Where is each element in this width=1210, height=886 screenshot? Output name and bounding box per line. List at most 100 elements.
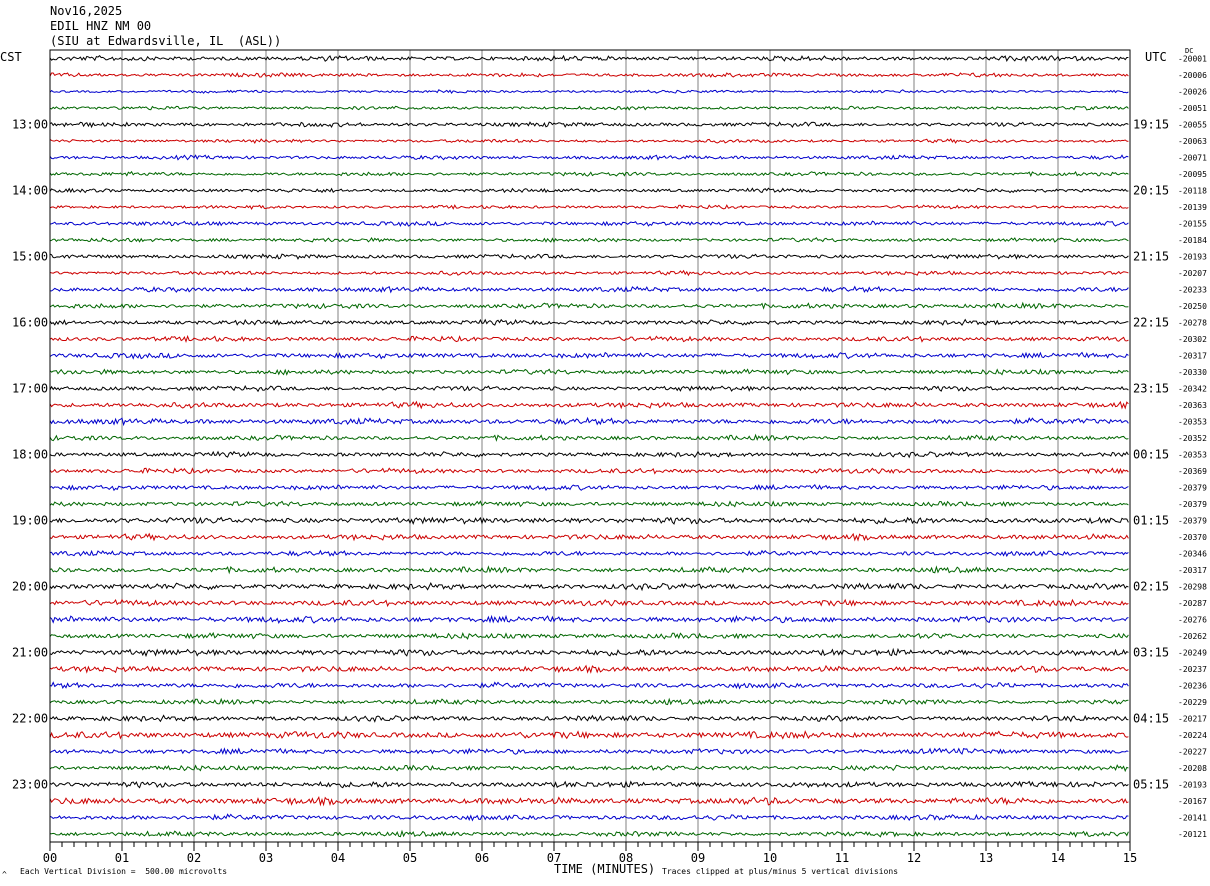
dc-offset-label: -20227 bbox=[1178, 748, 1207, 757]
trace-line bbox=[49, 301, 1129, 310]
dc-offset-label: -20006 bbox=[1178, 71, 1207, 80]
trace-line bbox=[49, 121, 1129, 129]
dc-column-label: DC bbox=[1185, 47, 1194, 55]
trace-line bbox=[49, 598, 1129, 608]
left-hour-label: 19:00 bbox=[12, 514, 48, 528]
trace-line bbox=[49, 400, 1129, 410]
x-tick-label: 11 bbox=[835, 851, 849, 865]
trace-line bbox=[49, 747, 1129, 755]
trace-line bbox=[49, 730, 1129, 740]
dc-offset-label: -20001 bbox=[1178, 55, 1207, 64]
trace-line bbox=[49, 714, 1129, 723]
dc-offset-label: -20353 bbox=[1178, 418, 1207, 427]
left-hour-label: 20:00 bbox=[12, 580, 48, 594]
x-tick-label: 07 bbox=[547, 851, 561, 865]
dc-offset-label: -20208 bbox=[1178, 764, 1207, 773]
corner-mark: ^ bbox=[2, 870, 7, 879]
x-tick-label: 06 bbox=[475, 851, 489, 865]
right-hour-label: 02:15 bbox=[1133, 580, 1169, 594]
trace-line bbox=[49, 664, 1129, 674]
dc-offset-label: -20095 bbox=[1178, 170, 1207, 179]
trace-line bbox=[49, 516, 1129, 525]
trace-line bbox=[49, 368, 1129, 376]
seismic-traces bbox=[49, 54, 1129, 838]
dc-offset-label: -20342 bbox=[1178, 385, 1207, 394]
station-channel: EDIL HNZ NM 00 bbox=[50, 19, 152, 33]
right-hour-label: 03:15 bbox=[1133, 646, 1169, 660]
right-hour-label: 22:15 bbox=[1133, 316, 1169, 330]
left-hour-label: 13:00 bbox=[12, 118, 48, 132]
dc-offset-label: -20276 bbox=[1178, 616, 1207, 625]
left-hour-label: 18:00 bbox=[12, 448, 48, 462]
dc-offset-label: -20217 bbox=[1178, 715, 1207, 724]
dc-offset-label: -20249 bbox=[1178, 649, 1207, 658]
trace-line bbox=[49, 351, 1129, 360]
trace-line bbox=[49, 500, 1129, 508]
trace-line bbox=[49, 764, 1129, 773]
trace-line bbox=[49, 631, 1129, 640]
dc-offset-label: -20193 bbox=[1178, 781, 1207, 790]
trace-line bbox=[49, 187, 1129, 194]
left-hour-label: 16:00 bbox=[12, 316, 48, 330]
left-hour-label: 21:00 bbox=[12, 646, 48, 660]
dc-offset-label: -20055 bbox=[1178, 121, 1207, 130]
trace-line bbox=[49, 614, 1129, 625]
x-tick-label: 14 bbox=[1051, 851, 1065, 865]
plot-frame bbox=[49, 49, 1131, 843]
trace-line bbox=[49, 253, 1129, 260]
trace-line bbox=[49, 681, 1129, 690]
dc-offset-label: -20193 bbox=[1178, 253, 1207, 262]
dc-offset-label: -20352 bbox=[1178, 434, 1207, 443]
left-timezone-label: CST bbox=[0, 50, 22, 64]
trace-line bbox=[49, 780, 1129, 789]
dc-offset-label: -20346 bbox=[1178, 550, 1207, 559]
dc-offset-label: -20302 bbox=[1178, 335, 1207, 344]
x-tick-label: 13 bbox=[979, 851, 993, 865]
trace-line bbox=[49, 170, 1129, 177]
dc-offset-label: -20237 bbox=[1178, 665, 1207, 674]
dc-offset-label: -20224 bbox=[1178, 731, 1207, 740]
right-hour-label: 05:15 bbox=[1133, 778, 1169, 792]
x-tick-label: 03 bbox=[259, 851, 273, 865]
trace-line bbox=[49, 416, 1129, 427]
x-tick-label: 00 bbox=[43, 851, 57, 865]
right-hour-label: 23:15 bbox=[1133, 382, 1169, 396]
dc-offset-label: -20379 bbox=[1178, 484, 1207, 493]
trace-line bbox=[49, 285, 1129, 294]
trace-line bbox=[49, 72, 1129, 78]
trace-line bbox=[49, 565, 1129, 575]
x-tick-label: 15 bbox=[1123, 851, 1137, 865]
right-hour-label: 20:15 bbox=[1133, 184, 1169, 198]
x-tick-label: 10 bbox=[763, 851, 777, 865]
trace-line bbox=[49, 829, 1129, 838]
vertical-division-note: Each Vertical Division = 500.00 microvol… bbox=[20, 867, 228, 876]
trace-line bbox=[49, 220, 1129, 228]
dc-offset-label: -20363 bbox=[1178, 401, 1207, 410]
dc-offset-label: -20278 bbox=[1178, 319, 1207, 328]
dc-offset-label: -20330 bbox=[1178, 368, 1207, 377]
trace-line bbox=[49, 532, 1129, 542]
x-tick-label: 08 bbox=[619, 851, 633, 865]
trace-line bbox=[49, 697, 1129, 706]
trace-line bbox=[49, 269, 1129, 277]
trace-line bbox=[49, 154, 1129, 161]
x-tick-label: 05 bbox=[403, 851, 417, 865]
dc-offset-label: -20118 bbox=[1178, 187, 1207, 196]
dc-offset-label: -20184 bbox=[1178, 236, 1207, 245]
trace-line bbox=[49, 582, 1129, 592]
trace-line bbox=[49, 433, 1129, 442]
left-hour-label: 23:00 bbox=[12, 778, 48, 792]
trace-line bbox=[49, 813, 1129, 822]
dc-offset-label: -20353 bbox=[1178, 451, 1207, 460]
dc-offset-label: -20317 bbox=[1178, 352, 1207, 361]
dc-offset-label: -20121 bbox=[1178, 830, 1207, 839]
trace-line bbox=[49, 334, 1129, 344]
trace-line bbox=[49, 549, 1129, 558]
dc-offset-label: -20369 bbox=[1178, 467, 1207, 476]
trace-line bbox=[49, 54, 1129, 63]
trace-line bbox=[49, 467, 1129, 475]
x-tick-label: 09 bbox=[691, 851, 705, 865]
dc-offset-label: -20026 bbox=[1178, 88, 1207, 97]
dc-offset-label: -20250 bbox=[1178, 302, 1207, 311]
left-hour-label: 22:00 bbox=[12, 712, 48, 726]
